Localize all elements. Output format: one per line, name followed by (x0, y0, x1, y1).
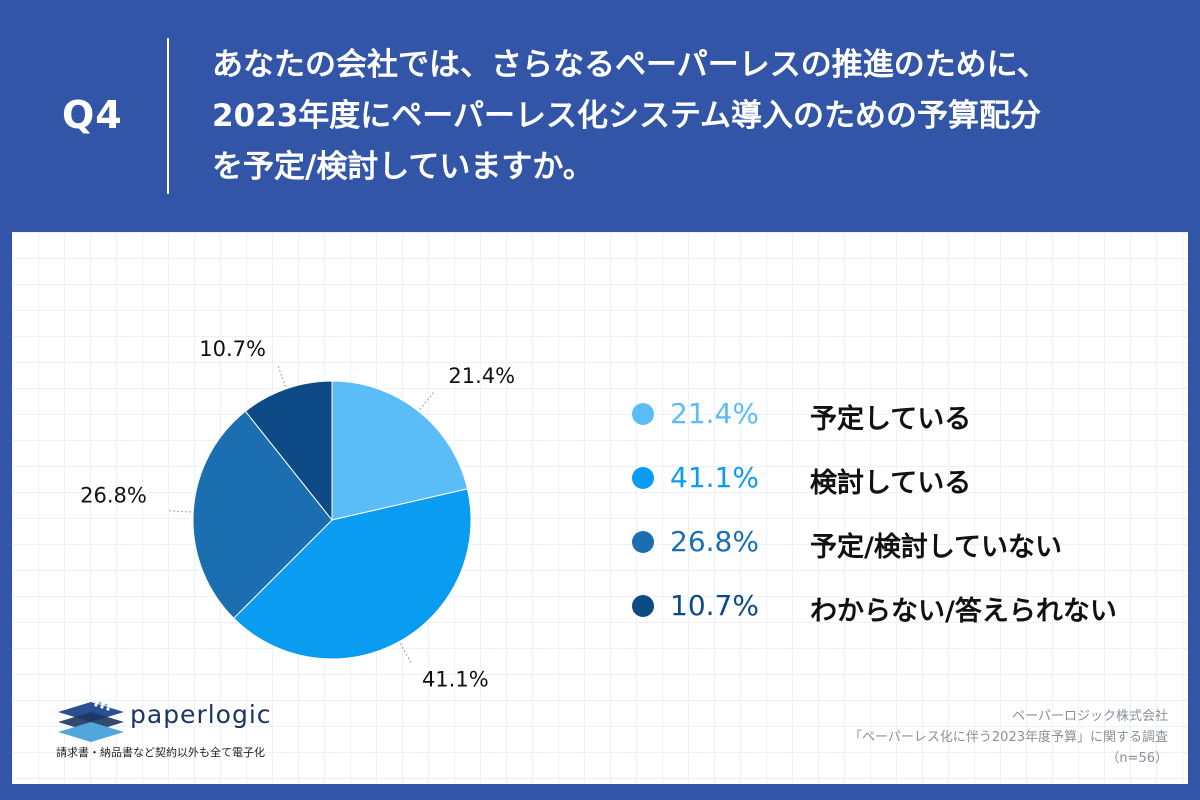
legend-label: わからない/答えられない (810, 596, 1117, 627)
question-text: あなたの会社では、さらなるペーパーレスの推進のために、 2023年度にペーパーレ… (212, 40, 1172, 193)
question-header: Q4 あなたの会社では、さらなるペーパーレスの推進のために、 2023年度にペー… (0, 0, 1200, 232)
question-line: を予定/検討していますか。 (212, 149, 594, 185)
legend-percent: 10.7% (670, 589, 759, 622)
legend: 21.4% 予定している 41.1% 検討している 26.8% 予定/検討してい… (620, 382, 1180, 638)
pie-slice (331, 380, 469, 521)
legend-percent: 26.8% (670, 525, 759, 558)
legend-item: 21.4% 予定している (620, 382, 1180, 446)
pie-slice (192, 410, 333, 619)
legend-dot (632, 403, 654, 425)
header-divider (167, 38, 169, 194)
source-survey: 「ペーパーレス化に伴う2023年度予算」に関する調査 (849, 730, 1168, 745)
source-note: ペーパーロジック株式会社 「ペーパーレス化に伴う2023年度予算」に関する調査 … (849, 706, 1168, 769)
legend-item: 10.7% わからない/答えられない (620, 574, 1180, 638)
logo-tagline: 請求書・納品書など契約以外も全て電子化 (56, 746, 265, 759)
legend-dot (632, 467, 654, 489)
legend-label: 予定/検討していない (810, 532, 1063, 563)
legend-label: 予定している (810, 404, 972, 435)
leader-line (277, 364, 286, 388)
pie-value-label: 26.8% (80, 484, 147, 508)
legend-percent: 21.4% (670, 397, 759, 430)
question-number: Q4 (62, 93, 123, 137)
stacked-layers-icon (58, 701, 124, 742)
pie-value-label: 21.4% (448, 364, 515, 388)
pie-value-label: 41.1% (422, 667, 489, 691)
legend-item: 26.8% 予定/検討していない (620, 510, 1180, 574)
question-line: 2023年度にペーパーレス化システム導入のための予算配分 (212, 98, 1042, 134)
source-company: ペーパーロジック株式会社 (1012, 709, 1168, 724)
paperlogic-logo: paperlogic 請求書・納品書など契約以外も全て電子化 (56, 700, 316, 770)
pie-value-label: 10.7% (199, 337, 266, 361)
legend-dot (632, 531, 654, 553)
pie-slice (244, 380, 333, 522)
leader-line (399, 643, 413, 665)
legend-percent: 41.1% (670, 461, 759, 494)
legend-label: 検討している (810, 468, 972, 499)
chart-panel: 21.4% 41.1% 26.8% 10.7% 21.4% 予定している 41.1% … (12, 232, 1188, 784)
question-line: あなたの会社では、さらなるペーパーレスの推進のために、 (212, 47, 1048, 83)
pie-chart: 21.4% 41.1% 26.8% 10.7% (80, 337, 515, 691)
legend-item: 41.1% 検討している (620, 446, 1180, 510)
leader-line (419, 390, 436, 410)
source-sample-size: （n=56） (1106, 751, 1168, 766)
leader-line (167, 510, 192, 513)
legend-dot (632, 595, 654, 617)
pie-slice (233, 488, 472, 660)
logo-wordmark: paperlogic (130, 700, 272, 729)
